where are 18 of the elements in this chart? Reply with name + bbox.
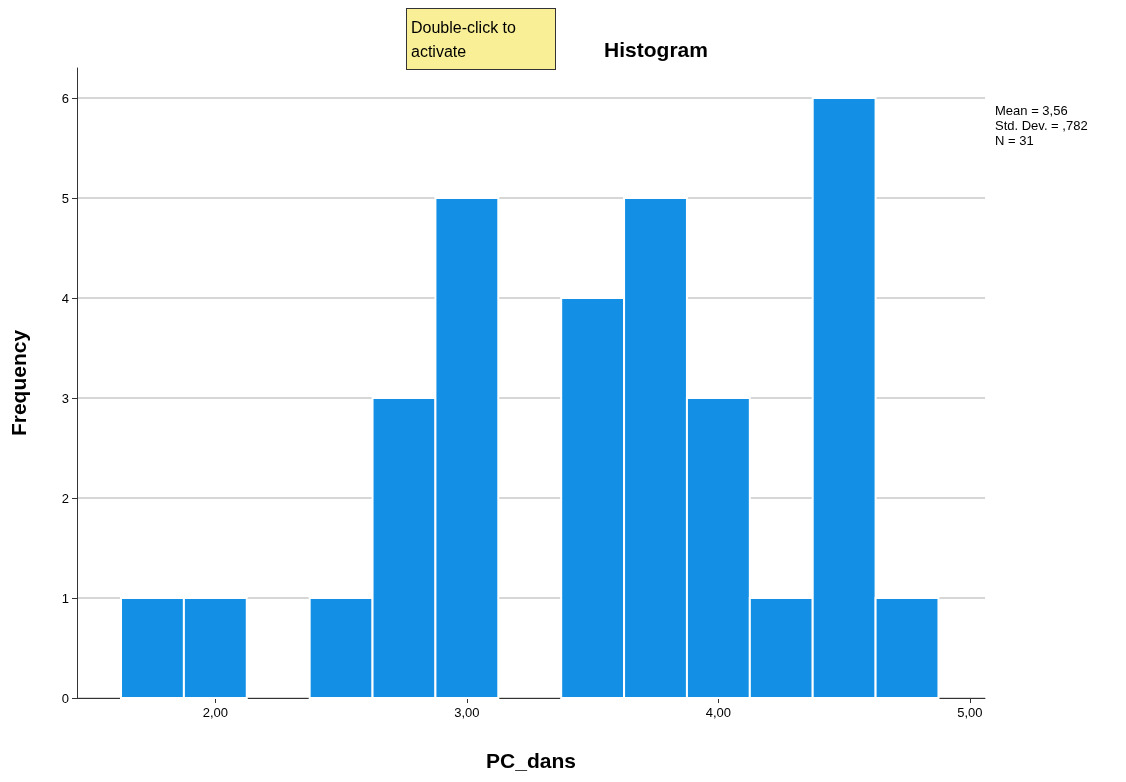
text: N = 31: [995, 133, 1034, 148]
y-tick-label: 0: [61, 690, 69, 706]
x-axis-title: PC_dans: [486, 749, 576, 772]
y-tick-label: 6: [61, 90, 69, 106]
text: Double-click to activate: [411, 18, 521, 60]
text: Std. Dev. = ,782: [995, 118, 1088, 133]
y-tick-label: 3: [61, 390, 69, 406]
y-axis-title: Frequency: [7, 329, 30, 437]
y-tick-label: 4: [61, 290, 69, 306]
y-tick-label: 2: [61, 490, 69, 506]
chart-title: Histogram: [604, 38, 708, 61]
x-tick-label: 5,00: [957, 705, 983, 720]
x-tick-label: 2,00: [202, 705, 228, 720]
x-tick-label: 3,00: [454, 705, 480, 720]
text: Mean = 3,56: [995, 103, 1068, 118]
x-tick-label: 4,00: [705, 705, 732, 720]
y-tick-label: 1: [61, 590, 69, 606]
y-tick-label: 5: [61, 190, 69, 206]
